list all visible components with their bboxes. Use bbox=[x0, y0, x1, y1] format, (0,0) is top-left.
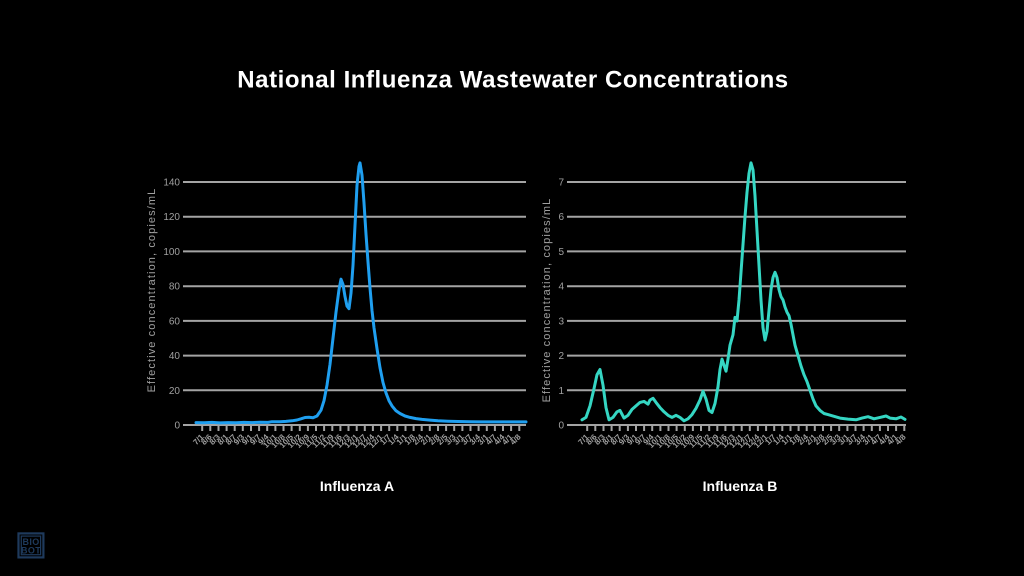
svg-text:140: 140 bbox=[163, 178, 180, 189]
svg-text:3: 3 bbox=[558, 316, 564, 327]
svg-text:Effective concentration, copie: Effective concentration, copies/mL bbox=[541, 198, 553, 403]
svg-text:4/8: 4/8 bbox=[508, 432, 523, 447]
svg-text:2: 2 bbox=[558, 351, 564, 362]
svg-text:4/8: 4/8 bbox=[893, 432, 908, 447]
svg-text:BOT: BOT bbox=[21, 546, 41, 556]
svg-text:6: 6 bbox=[558, 212, 564, 223]
svg-text:BIO: BIO bbox=[22, 537, 39, 547]
svg-text:0: 0 bbox=[558, 421, 564, 432]
svg-text:120: 120 bbox=[163, 212, 180, 223]
svg-text:Effective concentration, copie: Effective concentration, copies/mL bbox=[146, 188, 158, 393]
svg-text:Influenza B: Influenza B bbox=[703, 478, 778, 494]
svg-text:0: 0 bbox=[174, 421, 180, 432]
svg-text:100: 100 bbox=[163, 247, 180, 258]
svg-text:5: 5 bbox=[558, 247, 564, 258]
svg-text:Influenza A: Influenza A bbox=[320, 478, 394, 494]
svg-text:National Influenza Wastewater: National Influenza Wastewater Concentrat… bbox=[237, 67, 788, 94]
svg-text:60: 60 bbox=[169, 316, 181, 327]
svg-text:40: 40 bbox=[169, 351, 181, 362]
svg-text:20: 20 bbox=[169, 386, 181, 397]
svg-text:7: 7 bbox=[558, 178, 564, 189]
svg-text:1: 1 bbox=[558, 386, 564, 397]
svg-text:80: 80 bbox=[169, 282, 181, 293]
svg-text:4: 4 bbox=[558, 282, 564, 293]
